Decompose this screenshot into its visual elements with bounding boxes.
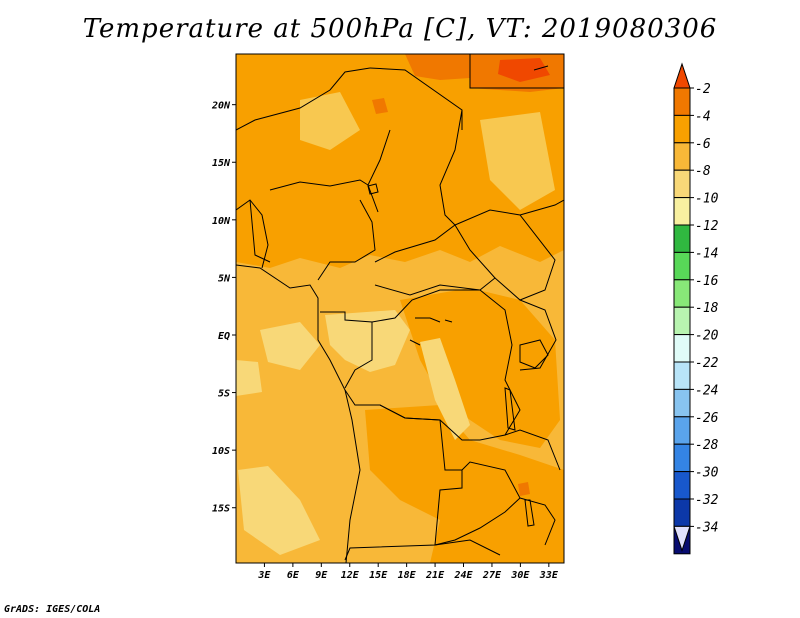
colorbar-label: -28	[695, 438, 719, 453]
boundary-mozambique	[519, 497, 556, 546]
field-zone-south	[365, 405, 564, 563]
field-zone-gulf-cool	[236, 360, 262, 396]
lat-tick-label: 5S	[218, 389, 230, 400]
boundary-car	[374, 224, 496, 296]
lat-tick-label: 10S	[212, 446, 230, 457]
lon-tick-label: 6E	[287, 570, 300, 581]
political-boundaries	[236, 54, 564, 563]
field-zone-north-light	[300, 92, 555, 210]
colorbar-segment	[673, 306, 691, 336]
field-zone-basin-cool	[420, 338, 470, 440]
colorbar-segment	[673, 87, 691, 116]
colorbar-label: -26	[695, 411, 719, 426]
lon-tick-label: 3E	[257, 570, 271, 581]
colorbar-label: -8	[695, 164, 711, 179]
boundary-tanzania	[504, 429, 561, 471]
field-zone-southwest-cool	[238, 466, 320, 555]
red-sea-coast	[533, 65, 549, 71]
colorbar-label: -24	[695, 383, 718, 398]
lat-tick-label: 15S	[212, 504, 230, 515]
colorbar-segment	[673, 443, 691, 473]
lon-tick-label: 24E	[453, 570, 473, 581]
colorbar-segment	[673, 361, 691, 390]
colorbar-label: -2	[695, 82, 711, 97]
colorbar-label: -16	[695, 274, 719, 289]
boundary-uganda-kenya	[519, 299, 557, 371]
boundary-chad-sudan	[439, 109, 463, 226]
field-zone-warm-n	[405, 54, 470, 80]
colorbar-segment	[673, 334, 691, 363]
lon-tick-label: 15E	[369, 570, 388, 581]
boundary-west-coast-states	[236, 199, 269, 269]
boundary-ghana-togo	[249, 199, 271, 263]
field-zone-west-cool	[260, 322, 320, 370]
rivers-congo	[409, 317, 453, 346]
colorbar: -2 -4 -6 -8 -10 -12 -14 -16 -18 -20 -22 -24 -26 -28 -3…	[673, 62, 719, 555]
colorbar-label: -10	[695, 192, 719, 207]
colorbar-label: -4	[695, 109, 711, 124]
lon-tick-label: 18E	[398, 570, 417, 581]
lon-tick-label: 12E	[341, 570, 360, 581]
colorbar-segment	[673, 416, 691, 445]
lat-tick-label: EQ	[218, 331, 230, 342]
colorbar-label: -32	[695, 493, 719, 508]
colorbar-label: -34	[695, 520, 718, 535]
colorbar-label: -14	[695, 246, 718, 261]
lon-tick-label: 33E	[539, 570, 559, 581]
colorbar-label: -18	[695, 301, 719, 316]
map-title: Temperature at 500hPa [C], VT: 201908030…	[82, 14, 718, 44]
colorbar-segment	[673, 224, 691, 253]
colorbar-segment	[673, 279, 691, 308]
lat-tick-label: 20N	[211, 101, 231, 112]
lake-tanganyika	[504, 387, 516, 431]
boundary-egypt-sudan	[469, 54, 564, 89]
lake-victoria	[519, 339, 549, 369]
colorbar-label: -30	[695, 466, 719, 481]
lake-malawi	[524, 499, 535, 527]
colorbar-label: -6	[695, 137, 711, 152]
boundary-ethiopia	[519, 199, 564, 216]
colorbar-segment	[673, 197, 691, 226]
colorbar-segment	[673, 169, 691, 199]
boundary-namibia-botswana	[434, 539, 501, 556]
temperature-field	[236, 54, 564, 563]
colorbar-label: -22	[695, 356, 719, 371]
lon-tick-label: 27E	[482, 570, 502, 581]
lat-tick-label: 15N	[212, 158, 231, 169]
boundary-niger-chad	[367, 129, 391, 213]
longitude-axis: 3E 6E 9E 12E 15E 18E 21E 24E 27E 30E 33E	[257, 563, 559, 581]
colorbar-bottom-arrow	[673, 525, 691, 552]
boundary-nigeria-niger	[269, 179, 369, 191]
lake-chad	[367, 183, 379, 195]
lon-tick-label: 30E	[510, 570, 530, 581]
colorbar-top-arrow	[673, 62, 691, 89]
colorbar-segment	[673, 388, 691, 418]
colorbar-segment	[673, 142, 691, 171]
colorbar-segment	[673, 251, 691, 281]
field-zone-central	[400, 288, 560, 448]
grads-credit: GrADS: IGES/COLA	[4, 604, 101, 615]
colorbar-segment	[673, 114, 691, 144]
boundary-nigeria-cameroon	[317, 199, 376, 281]
field-zone-congo-cool	[325, 310, 410, 372]
colorbar-label: -12	[695, 219, 719, 234]
boundary-zambia	[434, 461, 521, 546]
lon-tick-label: 21E	[425, 570, 445, 581]
lat-tick-label: 10N	[212, 216, 231, 227]
colorbar-segment	[673, 498, 691, 527]
boundary-niger-mali	[236, 67, 371, 131]
coastline-west	[236, 264, 361, 563]
latitude-axis: 20N 15N 10N 5N EQ 5S 10S 15S	[211, 101, 236, 515]
field-zone-hot-ne	[498, 58, 550, 82]
lat-tick-label: 5N	[218, 273, 231, 284]
lon-tick-label: 9E	[315, 570, 328, 581]
colorbar-segment	[673, 471, 691, 500]
colorbar-label: -20	[695, 329, 719, 344]
boundary-libya	[369, 67, 463, 130]
map-frame	[235, 53, 565, 564]
